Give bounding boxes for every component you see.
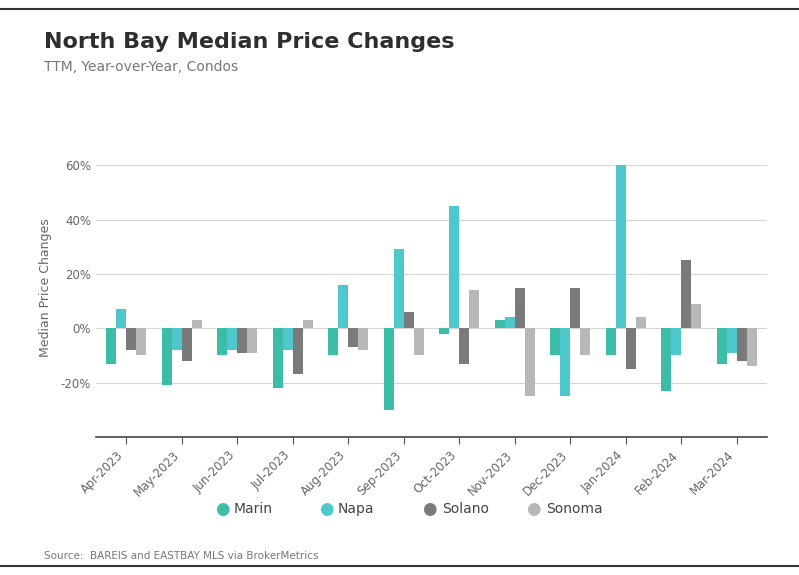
Bar: [459, 328, 469, 363]
Bar: [525, 328, 535, 396]
Bar: [469, 290, 479, 328]
Text: Napa: Napa: [338, 502, 375, 516]
Bar: [414, 328, 423, 355]
Bar: [292, 328, 303, 374]
Bar: [726, 328, 737, 352]
Y-axis label: Median Price Changes: Median Price Changes: [39, 218, 52, 357]
Bar: [182, 328, 192, 361]
Bar: [403, 312, 414, 328]
Bar: [606, 328, 615, 355]
Text: ●: ●: [319, 500, 333, 518]
Text: ●: ●: [215, 500, 229, 518]
Bar: [439, 328, 449, 334]
Text: Solano: Solano: [442, 502, 489, 516]
Bar: [737, 328, 746, 361]
Bar: [681, 260, 691, 328]
Bar: [117, 309, 126, 328]
Bar: [570, 288, 580, 328]
Bar: [635, 317, 646, 328]
Bar: [394, 250, 403, 328]
Text: Sonoma: Sonoma: [546, 502, 602, 516]
Bar: [303, 320, 312, 328]
Bar: [162, 328, 172, 385]
Bar: [626, 328, 635, 369]
Bar: [228, 328, 237, 350]
Text: ●: ●: [527, 500, 541, 518]
Bar: [505, 317, 515, 328]
Bar: [328, 328, 338, 355]
Bar: [384, 328, 394, 410]
Bar: [746, 328, 757, 366]
Bar: [551, 328, 560, 355]
Text: ●: ●: [423, 500, 437, 518]
Bar: [272, 328, 283, 388]
Bar: [449, 206, 459, 328]
Bar: [106, 328, 117, 363]
Bar: [717, 328, 726, 363]
Bar: [661, 328, 671, 391]
Bar: [560, 328, 570, 396]
Bar: [338, 285, 348, 328]
Bar: [691, 304, 701, 328]
Bar: [126, 328, 137, 350]
Bar: [495, 320, 505, 328]
Bar: [237, 328, 248, 352]
Bar: [580, 328, 590, 355]
Text: Source:  BAREIS and EASTBAY MLS via BrokerMetrics: Source: BAREIS and EASTBAY MLS via Broke…: [44, 551, 319, 561]
Bar: [172, 328, 182, 350]
Text: North Bay Median Price Changes: North Bay Median Price Changes: [44, 32, 455, 52]
Text: Marin: Marin: [234, 502, 273, 516]
Bar: [358, 328, 368, 350]
Bar: [192, 320, 202, 328]
Bar: [515, 288, 525, 328]
Bar: [137, 328, 146, 355]
Bar: [217, 328, 228, 355]
Text: TTM, Year-over-Year, Condos: TTM, Year-over-Year, Condos: [44, 60, 238, 74]
Bar: [283, 328, 292, 350]
Bar: [348, 328, 358, 347]
Bar: [671, 328, 681, 355]
Bar: [248, 328, 257, 352]
Bar: [615, 165, 626, 328]
